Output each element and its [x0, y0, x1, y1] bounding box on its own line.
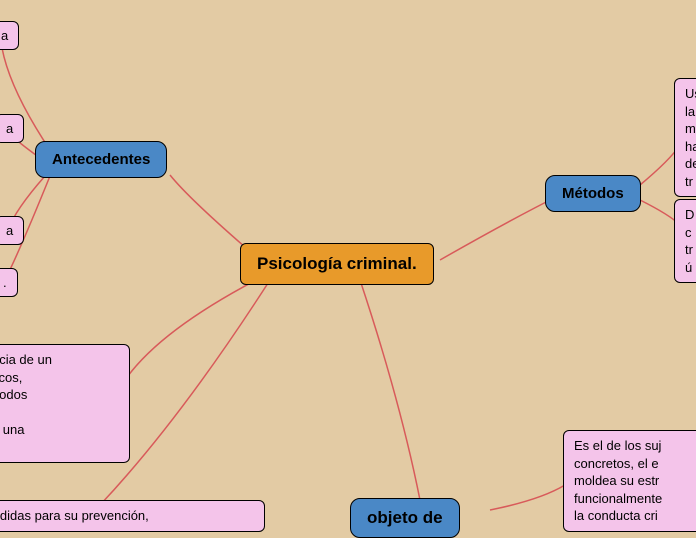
node-antecedentes[interactable]: Antecedentes	[35, 141, 167, 178]
node-metodos[interactable]: Métodos	[545, 175, 641, 212]
edge-objeto-leaf_text5	[490, 485, 565, 510]
edge-center-leaf_text1	[125, 278, 260, 380]
node-objeto[interactable]: objeto de	[350, 498, 460, 538]
node-center[interactable]: Psicología criminal.	[240, 243, 434, 285]
leaf-a3[interactable]: a	[0, 216, 24, 245]
leaf-text5[interactable]: Es el de los suj concretos, el e moldea …	[563, 430, 696, 532]
leaf-a2[interactable]: a	[0, 114, 24, 143]
leaf-text2[interactable]: a medidas para su prevención,	[0, 500, 265, 532]
edge-center-objeto	[360, 280, 420, 500]
leaf-text3[interactable]: Us la m ha de tr	[674, 78, 696, 197]
leaf-text4[interactable]: D c tr ú	[674, 199, 696, 283]
leaf-a1[interactable]: a	[0, 21, 19, 50]
leaf-a4[interactable]: .	[0, 268, 18, 297]
leaf-text1[interactable]: cuencia de un ológicos, rios todos esde …	[0, 344, 130, 463]
edge-center-metodos	[440, 195, 560, 260]
